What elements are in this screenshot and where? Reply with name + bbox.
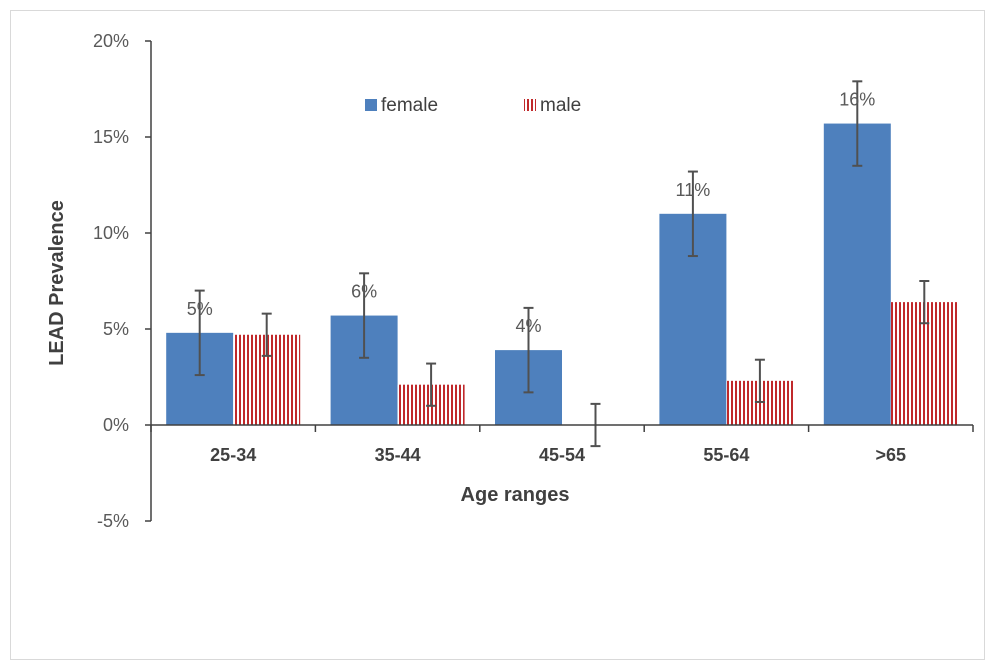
legend-swatch-female bbox=[365, 99, 377, 111]
female-data-label: 16% bbox=[839, 90, 875, 110]
female-data-label: 6% bbox=[351, 282, 377, 302]
female-data-label: 11% bbox=[676, 180, 711, 200]
x-category-label: 35-44 bbox=[375, 445, 421, 465]
bar-chart: -5% 0% 5% 10% 15% 20% 25-34 35-44 45-54 55-64 >65… bbox=[46, 31, 974, 531]
y-tick-label: 5% bbox=[103, 319, 129, 339]
female-bar bbox=[823, 123, 891, 425]
bars bbox=[166, 123, 958, 425]
chart-frame: -5% 0% 5% 10% 15% 20% 25-34 35-44 45-54 55-64 >65… bbox=[10, 10, 985, 660]
x-category-label: >65 bbox=[876, 445, 907, 465]
error-bars bbox=[194, 80, 930, 448]
y-axis-title: LEAD Prevalence bbox=[46, 200, 68, 366]
x-axis: 25-34 35-44 45-54 55-64 >65 bbox=[150, 424, 974, 465]
y-tick-label: 0% bbox=[103, 415, 129, 435]
x-category-label: 55-64 bbox=[703, 445, 749, 465]
legend-swatch-male bbox=[524, 99, 536, 111]
y-tick-label: 10% bbox=[93, 223, 129, 243]
legend: female male bbox=[365, 95, 581, 116]
x-category-label: 25-34 bbox=[210, 445, 256, 465]
x-category-label: 45-54 bbox=[539, 445, 585, 465]
female-data-label: 5% bbox=[187, 299, 213, 319]
y-tick-label: -5% bbox=[97, 511, 129, 531]
y-axis: -5% 0% 5% 10% 15% 20% bbox=[93, 31, 152, 531]
y-tick-label: 15% bbox=[93, 127, 129, 147]
y-tick-label: 20% bbox=[93, 31, 129, 51]
x-axis-title: Age ranges bbox=[461, 484, 570, 506]
data-labels: 5% 6% 4% 11% 16% bbox=[187, 90, 876, 337]
legend-label-female: female bbox=[381, 95, 438, 116]
female-data-label: 4% bbox=[515, 316, 541, 336]
legend-label-male: male bbox=[540, 95, 581, 116]
